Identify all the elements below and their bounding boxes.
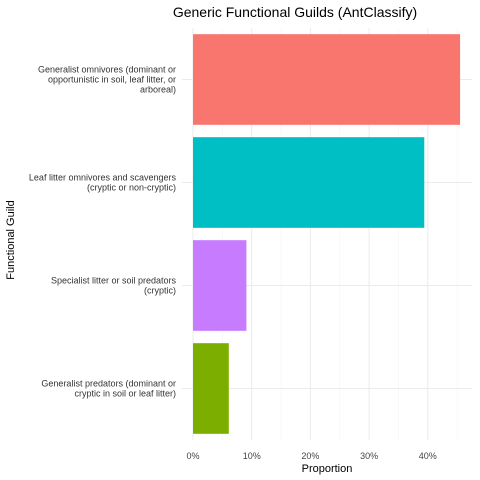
bar-layer [193, 34, 461, 434]
y-category-label: arboreal) [140, 85, 176, 95]
x-tick-label: 0% [186, 451, 199, 461]
tick-layer: 0% 10% 20% 30% 40% [186, 451, 436, 461]
y-category-label: Generalist predators (dominant or [41, 379, 176, 389]
y-category-label: Generalist omnivores (dominant or [38, 65, 176, 75]
y-category-label: Leaf litter omnivores and scavengers [29, 173, 177, 183]
y-category-label: Specialist litter or soil predators [51, 276, 177, 286]
y-axis-title: Functional Guild [5, 200, 17, 280]
x-tick-label: 40% [419, 451, 437, 461]
y-category-label: opportunistic in soil, leaf litter, or [48, 75, 176, 85]
bar [193, 240, 247, 331]
y-category-label: (cryptic or non-cryptic) [87, 183, 176, 193]
x-axis-title: Proportion [302, 463, 353, 475]
y-category-label: (cryptic) [144, 286, 176, 296]
category-labels: Generalist omnivores (dominant oropportu… [29, 65, 177, 399]
bar [193, 343, 229, 434]
x-tick-label: 30% [360, 451, 378, 461]
bar [193, 137, 425, 228]
y-category-label: cryptic in soil or leaf litter) [74, 389, 176, 399]
chart-title: Generic Functional Guilds (AntClassify) [173, 4, 417, 20]
x-tick-label: 20% [301, 451, 319, 461]
bar [193, 34, 461, 125]
x-tick-label: 10% [243, 451, 261, 461]
